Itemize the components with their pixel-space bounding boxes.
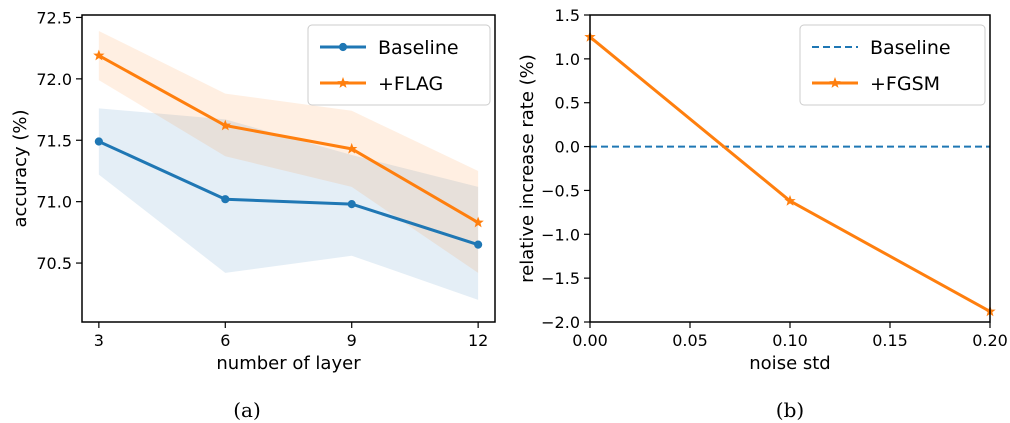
y-tick-label: −0.5	[541, 181, 580, 200]
y-tick-label: −2.0	[541, 313, 580, 332]
x-tick-label: 3	[94, 331, 104, 350]
y-ticks-a: 70.5 71.0 71.5 72.0 72.5	[36, 8, 82, 273]
y-tick-label: −1.5	[541, 269, 580, 288]
y-axis-label-a: accuracy (%)	[10, 109, 31, 227]
x-tick-label: 6	[220, 331, 230, 350]
point--flag-1	[219, 119, 231, 131]
point-baseline-1	[221, 195, 230, 204]
legend-box	[307, 24, 491, 106]
series-lines-a	[98, 54, 479, 247]
chart-panel-b: 0.00 0.05 0.10 0.15 0.20 −2.0 −1.5 −1.0 −0.5 0.0…	[517, 6, 1008, 422]
legend-label: Baseline	[870, 37, 951, 59]
y-tick-label: 0.5	[555, 94, 580, 113]
y-tick-label: 1.5	[555, 6, 580, 25]
x-ticks-a: 3 6 9 12	[94, 322, 488, 350]
chart-panel-a: 3 6 9 12 70.5 71.0 71.5 72.0 72.5 number of lay…	[10, 8, 496, 422]
y-tick-label: 0.0	[555, 138, 580, 157]
band--flag	[98, 30, 479, 273]
point--flag-3	[472, 216, 484, 228]
x-tick-label: 0.00	[572, 331, 608, 350]
y-tick-label: −1.0	[541, 225, 580, 244]
x-axis-label-b: noise std	[749, 353, 830, 374]
caption-b: (b)	[776, 398, 804, 422]
legend-label: +FLAG	[378, 73, 443, 95]
plot-frame-a	[81, 14, 496, 323]
y-tick-label: 71.0	[36, 193, 72, 212]
legend-label: Baseline	[378, 37, 459, 59]
x-axis-label-a: number of layer	[216, 353, 361, 374]
y-axis-label-b: relative increase rate (%)	[517, 54, 538, 283]
line--flag	[98, 54, 479, 224]
y-tick-label: 72.0	[36, 70, 72, 89]
legend-b: Baseline +FGSM	[799, 24, 986, 106]
y-ticks-b: −2.0 −1.5 −1.0 −0.5 0.0 0.5 1.0 1.5	[541, 6, 590, 332]
legend-marker	[829, 77, 841, 88]
x-tick-label: 0.15	[872, 331, 908, 350]
series-markers-a	[93, 49, 484, 249]
legend-box	[799, 24, 986, 106]
point--flag-2	[346, 142, 358, 154]
y-tick-label: 71.5	[36, 131, 72, 150]
point-baseline-0	[94, 137, 103, 146]
caption-a: (a)	[233, 398, 261, 422]
x-tick-label: 0.05	[672, 331, 708, 350]
point--fgsm-1	[784, 194, 796, 206]
confidence-bands-a	[98, 30, 479, 300]
legend-marker	[337, 77, 349, 88]
x-tick-label: 0.10	[772, 331, 808, 350]
legend-label: +FGSM	[870, 73, 940, 95]
y-tick-label: 70.5	[36, 254, 72, 273]
line-baseline	[98, 140, 479, 247]
y-tick-label: 72.5	[36, 8, 72, 27]
x-tick-label: 12	[468, 331, 488, 350]
point-baseline-3	[474, 240, 483, 249]
y-tick-label: 1.0	[555, 50, 580, 69]
x-tick-label: 0.20	[972, 331, 1008, 350]
legend-a: Baseline +FLAG	[307, 24, 491, 106]
point--flag-0	[93, 49, 105, 61]
x-tick-label: 9	[347, 331, 357, 350]
band-baseline	[98, 108, 479, 300]
legend-marker	[338, 42, 348, 52]
point-baseline-2	[347, 200, 356, 209]
x-ticks-b: 0.00 0.05 0.10 0.15 0.20	[572, 322, 1008, 350]
